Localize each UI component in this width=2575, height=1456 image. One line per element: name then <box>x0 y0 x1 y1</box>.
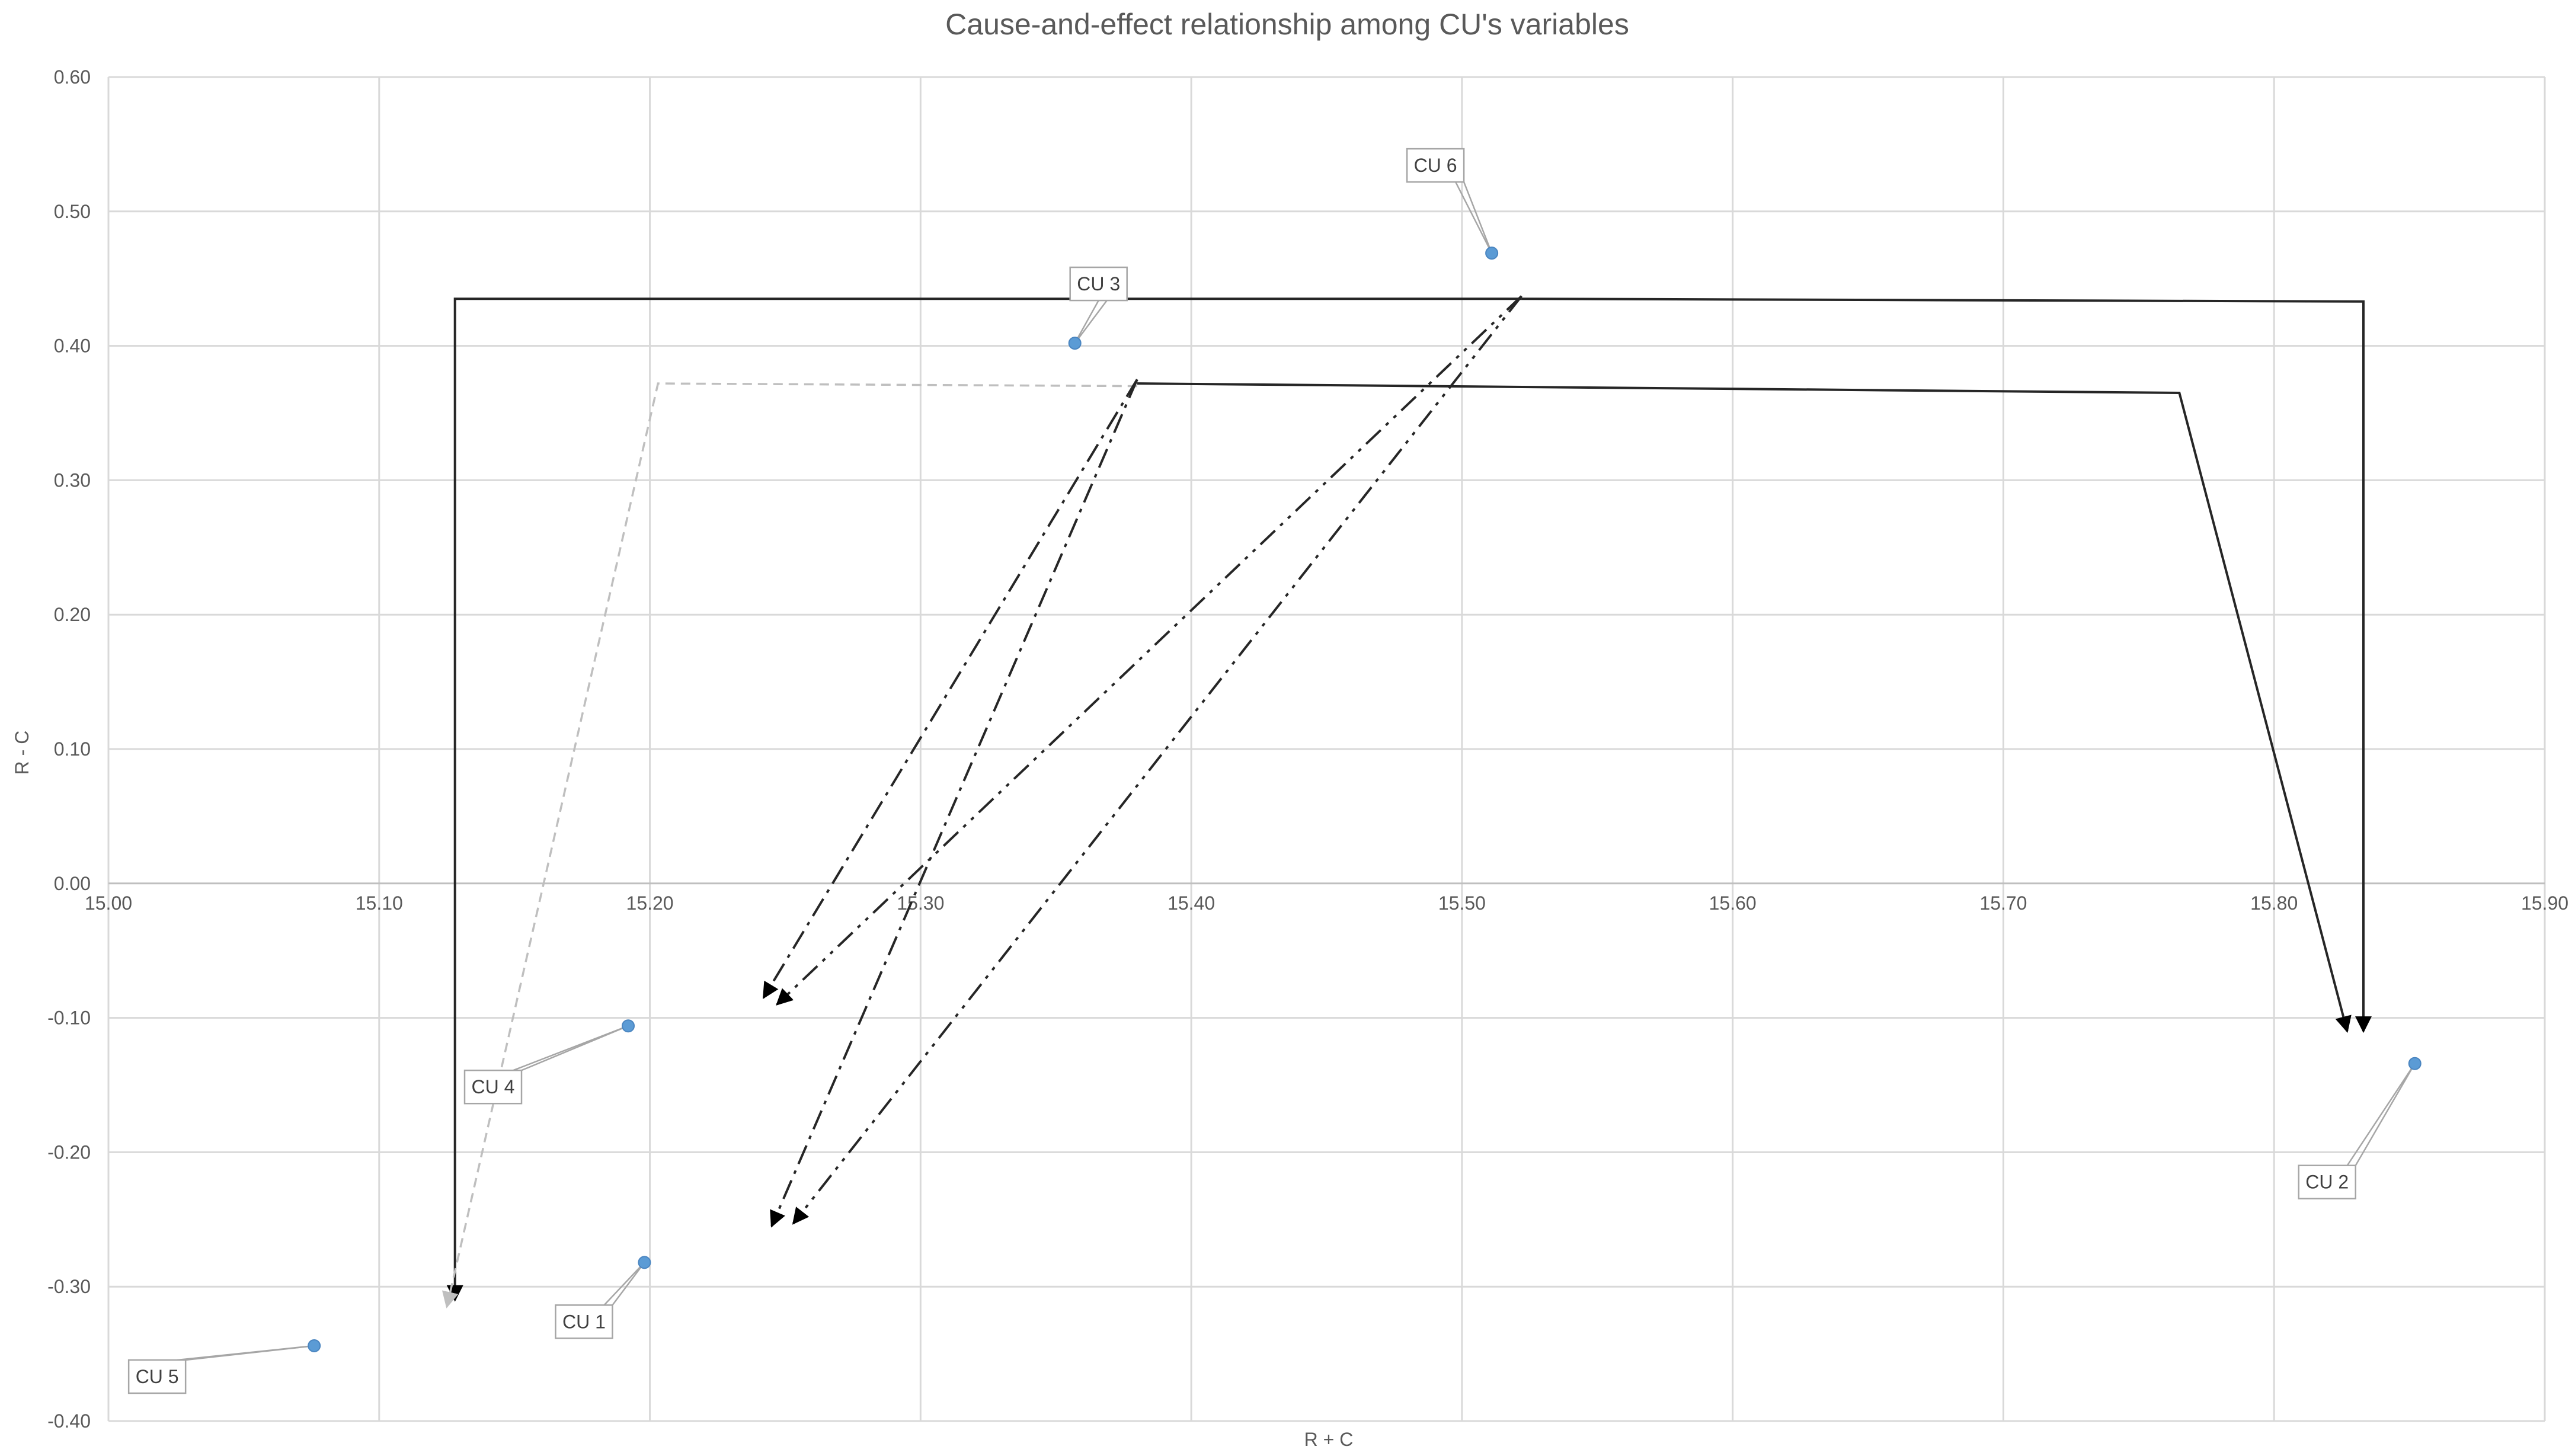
data-label-box <box>2298 1164 2356 1199</box>
data-point-cu6: CU 6 <box>1406 148 1499 260</box>
data-label-box <box>1069 266 1128 302</box>
x-axis-title: R + C <box>1304 1429 1354 1450</box>
arrow-cu3-to-cu4 <box>762 379 1138 999</box>
data-point-cu2: CU 2 <box>2298 1057 2422 1199</box>
x-tick-label: 15.60 <box>1709 892 1757 914</box>
chart-title: Cause-and-effect relationship among CU's… <box>945 8 1629 41</box>
y-tick-label: -0.10 <box>47 1007 91 1029</box>
leader-line <box>2346 1063 2416 1166</box>
x-tick-label: 15.20 <box>626 892 674 914</box>
relationship-arrows <box>442 295 2372 1308</box>
data-point-cu1: CU 1 <box>555 1256 651 1339</box>
leader-line <box>612 1262 645 1306</box>
x-tick-label: 15.40 <box>1167 892 1215 914</box>
data-label: CU 5 <box>136 1366 179 1387</box>
arrow-cu3-to-cu2 <box>1137 382 2352 1033</box>
y-tick-label: -0.40 <box>47 1410 91 1432</box>
point-marker <box>638 1256 651 1269</box>
arrow-cu6-to-cu2 <box>1521 297 2372 1033</box>
data-point-cu3: CU 3 <box>1068 266 1128 350</box>
x-tick-label: 15.30 <box>897 892 944 914</box>
data-label: CU 2 <box>2305 1172 2349 1193</box>
data-label-box <box>463 1069 523 1105</box>
data-point-cu4: CU 4 <box>463 1019 635 1105</box>
y-tick-label: 0.50 <box>54 201 91 222</box>
point-marker <box>2408 1057 2422 1070</box>
y-axis-title: R - C <box>11 731 33 775</box>
y-tick-label: 0.60 <box>54 66 91 88</box>
data-label-box <box>555 1304 613 1339</box>
x-tick-label: 15.70 <box>1979 892 2027 914</box>
point-marker <box>308 1339 321 1352</box>
x-tick-label: 15.10 <box>356 892 403 914</box>
x-tick-label: 15.00 <box>85 892 132 914</box>
y-tick-label: -0.20 <box>47 1141 91 1163</box>
leader-line <box>513 1025 629 1071</box>
leader-line <box>2355 1063 2416 1166</box>
data-point-cu5: CU 5 <box>127 1339 321 1394</box>
tick-labels: 15.00 15.10 15.20 15.30 15.40 15.50 15.60 15.70… <box>47 66 2568 1432</box>
point-marker <box>1068 337 1082 350</box>
y-tick-label: -0.30 <box>47 1276 91 1297</box>
leader-line <box>1455 181 1493 254</box>
y-tick-label: 0.30 <box>54 469 91 491</box>
leader-line <box>177 1345 315 1361</box>
y-tick-label: 0.40 <box>54 335 91 357</box>
y-tick-label: 0.20 <box>54 604 91 625</box>
leader-line <box>1463 181 1493 254</box>
data-points: CU 1 CU 2 CU 3 CU 4 CU 5 CU 6 <box>127 148 2422 1394</box>
point-marker <box>622 1019 635 1033</box>
data-label: CU 1 <box>562 1311 606 1332</box>
data-label: CU 4 <box>472 1076 515 1097</box>
arrow-cu3-to-cu1 <box>770 379 1138 1228</box>
arrow-cu6-to-cu5 <box>446 297 1522 1302</box>
data-label: CU 6 <box>1414 155 1457 176</box>
arrow-cu3-to-cu5 <box>442 382 1137 1308</box>
leader-line <box>603 1262 645 1306</box>
data-label-box <box>1406 148 1465 183</box>
gridlines <box>107 76 2546 1422</box>
leader-line <box>1074 300 1099 344</box>
arrow-cu6-to-cu1 <box>792 295 1522 1225</box>
data-label-box <box>127 1359 187 1394</box>
y-tick-label: 0.10 <box>54 738 91 760</box>
arrow-cu6-to-cu4 <box>776 295 1522 1006</box>
leader-line <box>1074 300 1108 344</box>
point-marker <box>1485 247 1499 260</box>
x-tick-label: 15.80 <box>2250 892 2298 914</box>
y-tick-label: 0.00 <box>54 873 91 894</box>
x-tick-label: 15.90 <box>2521 892 2568 914</box>
data-label: CU 3 <box>1077 273 1120 295</box>
x-tick-label: 15.50 <box>1438 892 1486 914</box>
